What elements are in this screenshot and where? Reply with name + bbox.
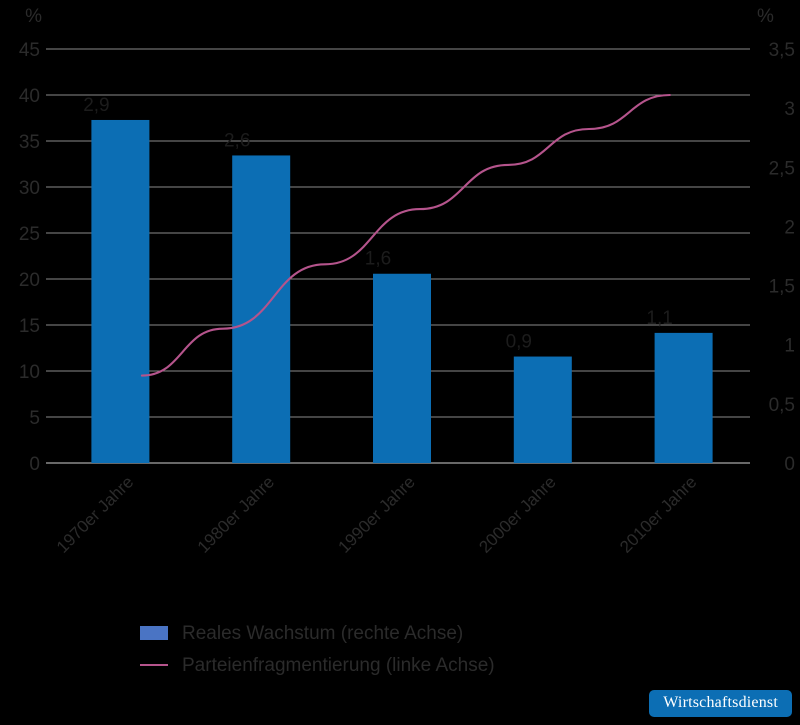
right-axis-tick-label: 0,5	[769, 395, 795, 416]
right-axis-tick-label: 2,5	[769, 158, 795, 179]
chart-legend: Reales Wachstum (rechte Achse) Parteienfr…	[140, 623, 495, 676]
left-axis-tick-label: 10	[19, 362, 40, 383]
left-axis-tick-label: 30	[19, 178, 40, 199]
right-axis-tick-label: 2	[784, 217, 795, 238]
bar	[91, 119, 150, 463]
bar-value-label: 1,1	[646, 308, 672, 329]
right-axis-unit-label: %	[757, 6, 774, 27]
bar-value-labels: 2,9 2,6 1,6 0,9 1,1	[83, 95, 673, 353]
bar-value-label: 2,6	[224, 130, 250, 151]
watermark-badge: Wirtschaftsdienst	[649, 690, 792, 717]
category-axis-labels: 1970er Jahre 1980er Jahre 1990er Jahre 2000…	[53, 472, 700, 556]
bar	[373, 273, 431, 463]
bar-value-label: 2,9	[83, 95, 109, 116]
left-axis-tick-label: 0	[29, 454, 40, 475]
left-axis-tick-label: 40	[19, 86, 40, 107]
left-axis-tick-label: 5	[29, 408, 40, 429]
category-axis-label: 1980er Jahre	[194, 472, 278, 556]
line-series	[140, 93, 671, 377]
bar-series	[91, 119, 713, 463]
bar-value-label: 1,6	[365, 249, 391, 270]
left-axis-tick-label: 15	[19, 316, 40, 337]
left-axis-unit-label: %	[25, 6, 42, 27]
category-axis-label: 1990er Jahre	[335, 472, 419, 556]
bar-value-label: 0,9	[506, 332, 532, 353]
left-axis-tick-label: 25	[19, 224, 40, 245]
right-axis-tick-label: 3,5	[769, 40, 795, 61]
left-axis-tick-label: 35	[19, 132, 40, 153]
bar	[232, 155, 291, 463]
trend-line	[140, 93, 671, 377]
right-axis-tick-label: 1	[784, 336, 795, 357]
right-axis-tick-labels: 0 0,5 1 1,5 2 2,5 3 3,5	[769, 40, 795, 475]
category-axis-label: 1970er Jahre	[53, 472, 137, 556]
category-axis-label: 2010er Jahre	[616, 472, 700, 556]
bar	[513, 356, 572, 463]
left-axis-tick-label: 45	[19, 40, 40, 61]
bar	[654, 332, 713, 463]
legend-item-label: Parteienfragmentierung (linke Achse)	[182, 655, 495, 676]
right-axis-tick-label: 3	[784, 99, 795, 120]
category-axis-label: 2000er Jahre	[475, 472, 559, 556]
legend-item-label: Reales Wachstum (rechte Achse)	[182, 623, 463, 644]
right-axis-tick-label: 0	[784, 454, 795, 475]
right-axis-tick-label: 1,5	[769, 277, 795, 298]
left-axis-tick-labels: 0 5 10 15 20 25 30 35 40 45	[19, 40, 40, 475]
left-axis-tick-label: 20	[19, 270, 40, 291]
legend-swatch-bar	[140, 626, 168, 640]
